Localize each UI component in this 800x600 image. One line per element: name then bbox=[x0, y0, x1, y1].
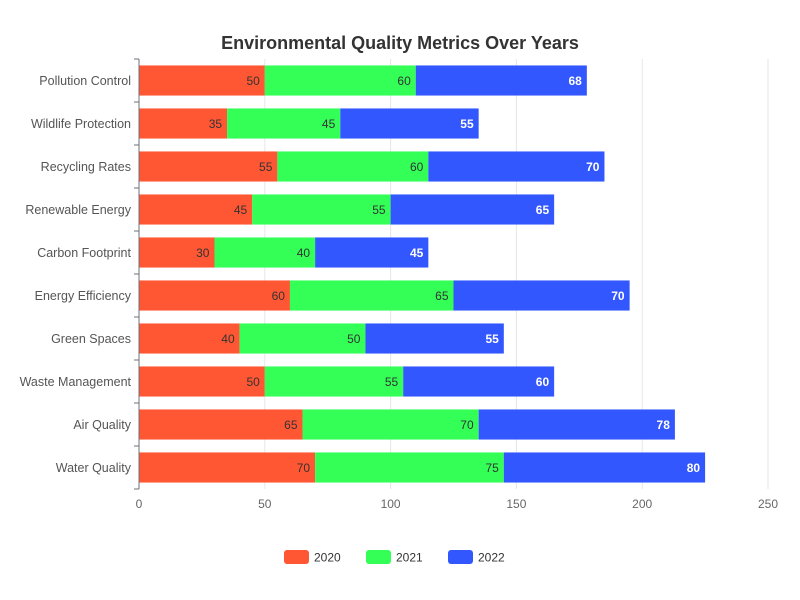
bar-segment bbox=[277, 151, 429, 182]
bar-segment bbox=[139, 151, 278, 182]
chart-title: Environmental Quality Metrics Over Years bbox=[221, 33, 579, 53]
legend-label: 2022 bbox=[478, 551, 505, 565]
x-tick-label: 150 bbox=[506, 497, 526, 511]
x-tick-label: 0 bbox=[136, 497, 143, 511]
bar-segment bbox=[503, 452, 706, 483]
data-label: 70 bbox=[586, 160, 600, 174]
data-label: 45 bbox=[410, 246, 424, 260]
bar-segment bbox=[139, 366, 265, 397]
bars-group: 50 60 68 35 45 55 55 60 70 45 55 65 30 40 45 60 65 70 40 50… bbox=[139, 65, 706, 483]
data-label: 50 bbox=[246, 375, 260, 389]
legend-label: 2020 bbox=[314, 551, 341, 565]
bar-segment bbox=[264, 65, 416, 96]
bar-segment bbox=[340, 108, 479, 139]
data-label: 35 bbox=[209, 117, 223, 131]
x-tick-label: 100 bbox=[381, 497, 401, 511]
bar-segment bbox=[289, 280, 454, 311]
data-label: 70 bbox=[297, 461, 311, 475]
bar-segment bbox=[315, 237, 429, 268]
data-label: 70 bbox=[611, 289, 625, 303]
bar-segment bbox=[428, 151, 605, 182]
legend-swatch bbox=[448, 550, 473, 564]
data-label: 60 bbox=[397, 74, 411, 88]
bar-segment bbox=[139, 280, 290, 311]
axes: 0 50 100 150 200 250 Pollution Control Wildlife… bbox=[20, 58, 778, 511]
bar-segment bbox=[239, 323, 366, 354]
data-label: 60 bbox=[410, 160, 424, 174]
data-label: 68 bbox=[568, 74, 582, 88]
bar-segment bbox=[478, 409, 675, 440]
bar-segment bbox=[403, 366, 555, 397]
x-tick-label: 250 bbox=[758, 497, 778, 511]
bar-segment bbox=[139, 65, 265, 96]
data-label: 55 bbox=[385, 375, 399, 389]
data-label: 45 bbox=[234, 203, 248, 217]
category-label: Carbon Footprint bbox=[37, 246, 131, 260]
category-label: Water Quality bbox=[56, 461, 132, 475]
data-label: 50 bbox=[347, 332, 361, 346]
category-label: Wildlife Protection bbox=[31, 117, 131, 131]
data-label: 40 bbox=[297, 246, 311, 260]
bar-segment bbox=[139, 452, 316, 483]
category-label: Pollution Control bbox=[39, 74, 131, 88]
data-label: 65 bbox=[284, 418, 298, 432]
data-label: 50 bbox=[246, 74, 260, 88]
data-label: 55 bbox=[460, 117, 474, 131]
data-label: 30 bbox=[196, 246, 210, 260]
data-label: 78 bbox=[657, 418, 671, 432]
bar-segment bbox=[390, 194, 555, 225]
category-label: Energy Efficiency bbox=[35, 289, 132, 303]
data-label: 60 bbox=[536, 375, 550, 389]
category-label: Renewable Energy bbox=[25, 203, 131, 217]
data-label: 70 bbox=[460, 418, 474, 432]
category-label: Recycling Rates bbox=[41, 160, 131, 174]
bar-segment bbox=[302, 409, 479, 440]
legend-swatch bbox=[366, 550, 391, 564]
x-tick-label: 50 bbox=[258, 497, 272, 511]
data-label: 45 bbox=[322, 117, 336, 131]
category-label: Waste Management bbox=[20, 375, 132, 389]
data-label: 80 bbox=[687, 461, 701, 475]
bar-segment bbox=[365, 323, 504, 354]
bar-segment bbox=[453, 280, 630, 311]
category-label: Green Spaces bbox=[51, 332, 131, 346]
data-label: 55 bbox=[485, 332, 499, 346]
data-label: 65 bbox=[435, 289, 449, 303]
category-label: Air Quality bbox=[73, 418, 131, 432]
data-label: 65 bbox=[536, 203, 550, 217]
data-label: 40 bbox=[221, 332, 235, 346]
bar-segment bbox=[415, 65, 587, 96]
bar-segment bbox=[139, 194, 253, 225]
legend-label: 2021 bbox=[396, 551, 423, 565]
legend: 2020 2021 2022 bbox=[284, 550, 505, 565]
bar-segment bbox=[315, 452, 504, 483]
bar-segment bbox=[227, 108, 341, 139]
bar-segment bbox=[139, 237, 215, 268]
bar-segment bbox=[252, 194, 391, 225]
bar-segment bbox=[264, 366, 404, 397]
bar-segment bbox=[139, 323, 240, 354]
bar-segment bbox=[139, 409, 303, 440]
data-label: 60 bbox=[272, 289, 286, 303]
data-label: 55 bbox=[372, 203, 386, 217]
data-label: 75 bbox=[485, 461, 499, 475]
bar-segment bbox=[214, 237, 316, 268]
x-tick-label: 200 bbox=[632, 497, 652, 511]
data-label: 55 bbox=[259, 160, 273, 174]
legend-swatch bbox=[284, 550, 309, 564]
bar-segment bbox=[139, 108, 228, 139]
